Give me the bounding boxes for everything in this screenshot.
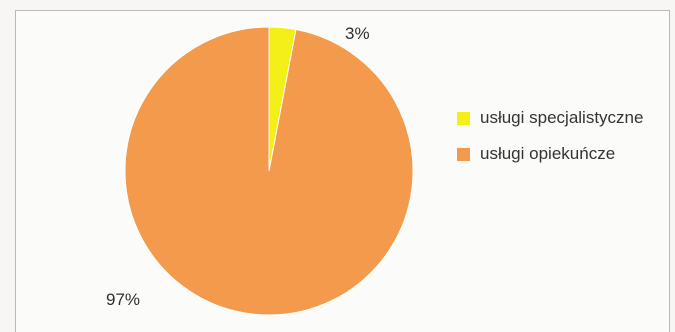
chart-legend: usługi specjalistyczne usługi opiekuńcze [456, 104, 671, 176]
pie-slice-care-services [124, 26, 414, 316]
data-label-care-services: 97% [106, 290, 140, 309]
legend-item-specialist-services: usługi specjalistyczne [456, 104, 671, 132]
pie-data-labels: 3% 97% [106, 24, 370, 309]
legend-item-care-services: usługi opiekuńcze [456, 140, 671, 168]
legend-label-care-services: usługi opiekuńcze [480, 144, 616, 163]
legend-swatch-specialist-services [457, 112, 470, 125]
pie-slices [124, 26, 414, 316]
data-label-specialist-services: 3% [345, 24, 370, 43]
legend-label-specialist-services: usługi specjalistyczne [480, 108, 644, 127]
legend-swatch-care-services [457, 148, 470, 161]
